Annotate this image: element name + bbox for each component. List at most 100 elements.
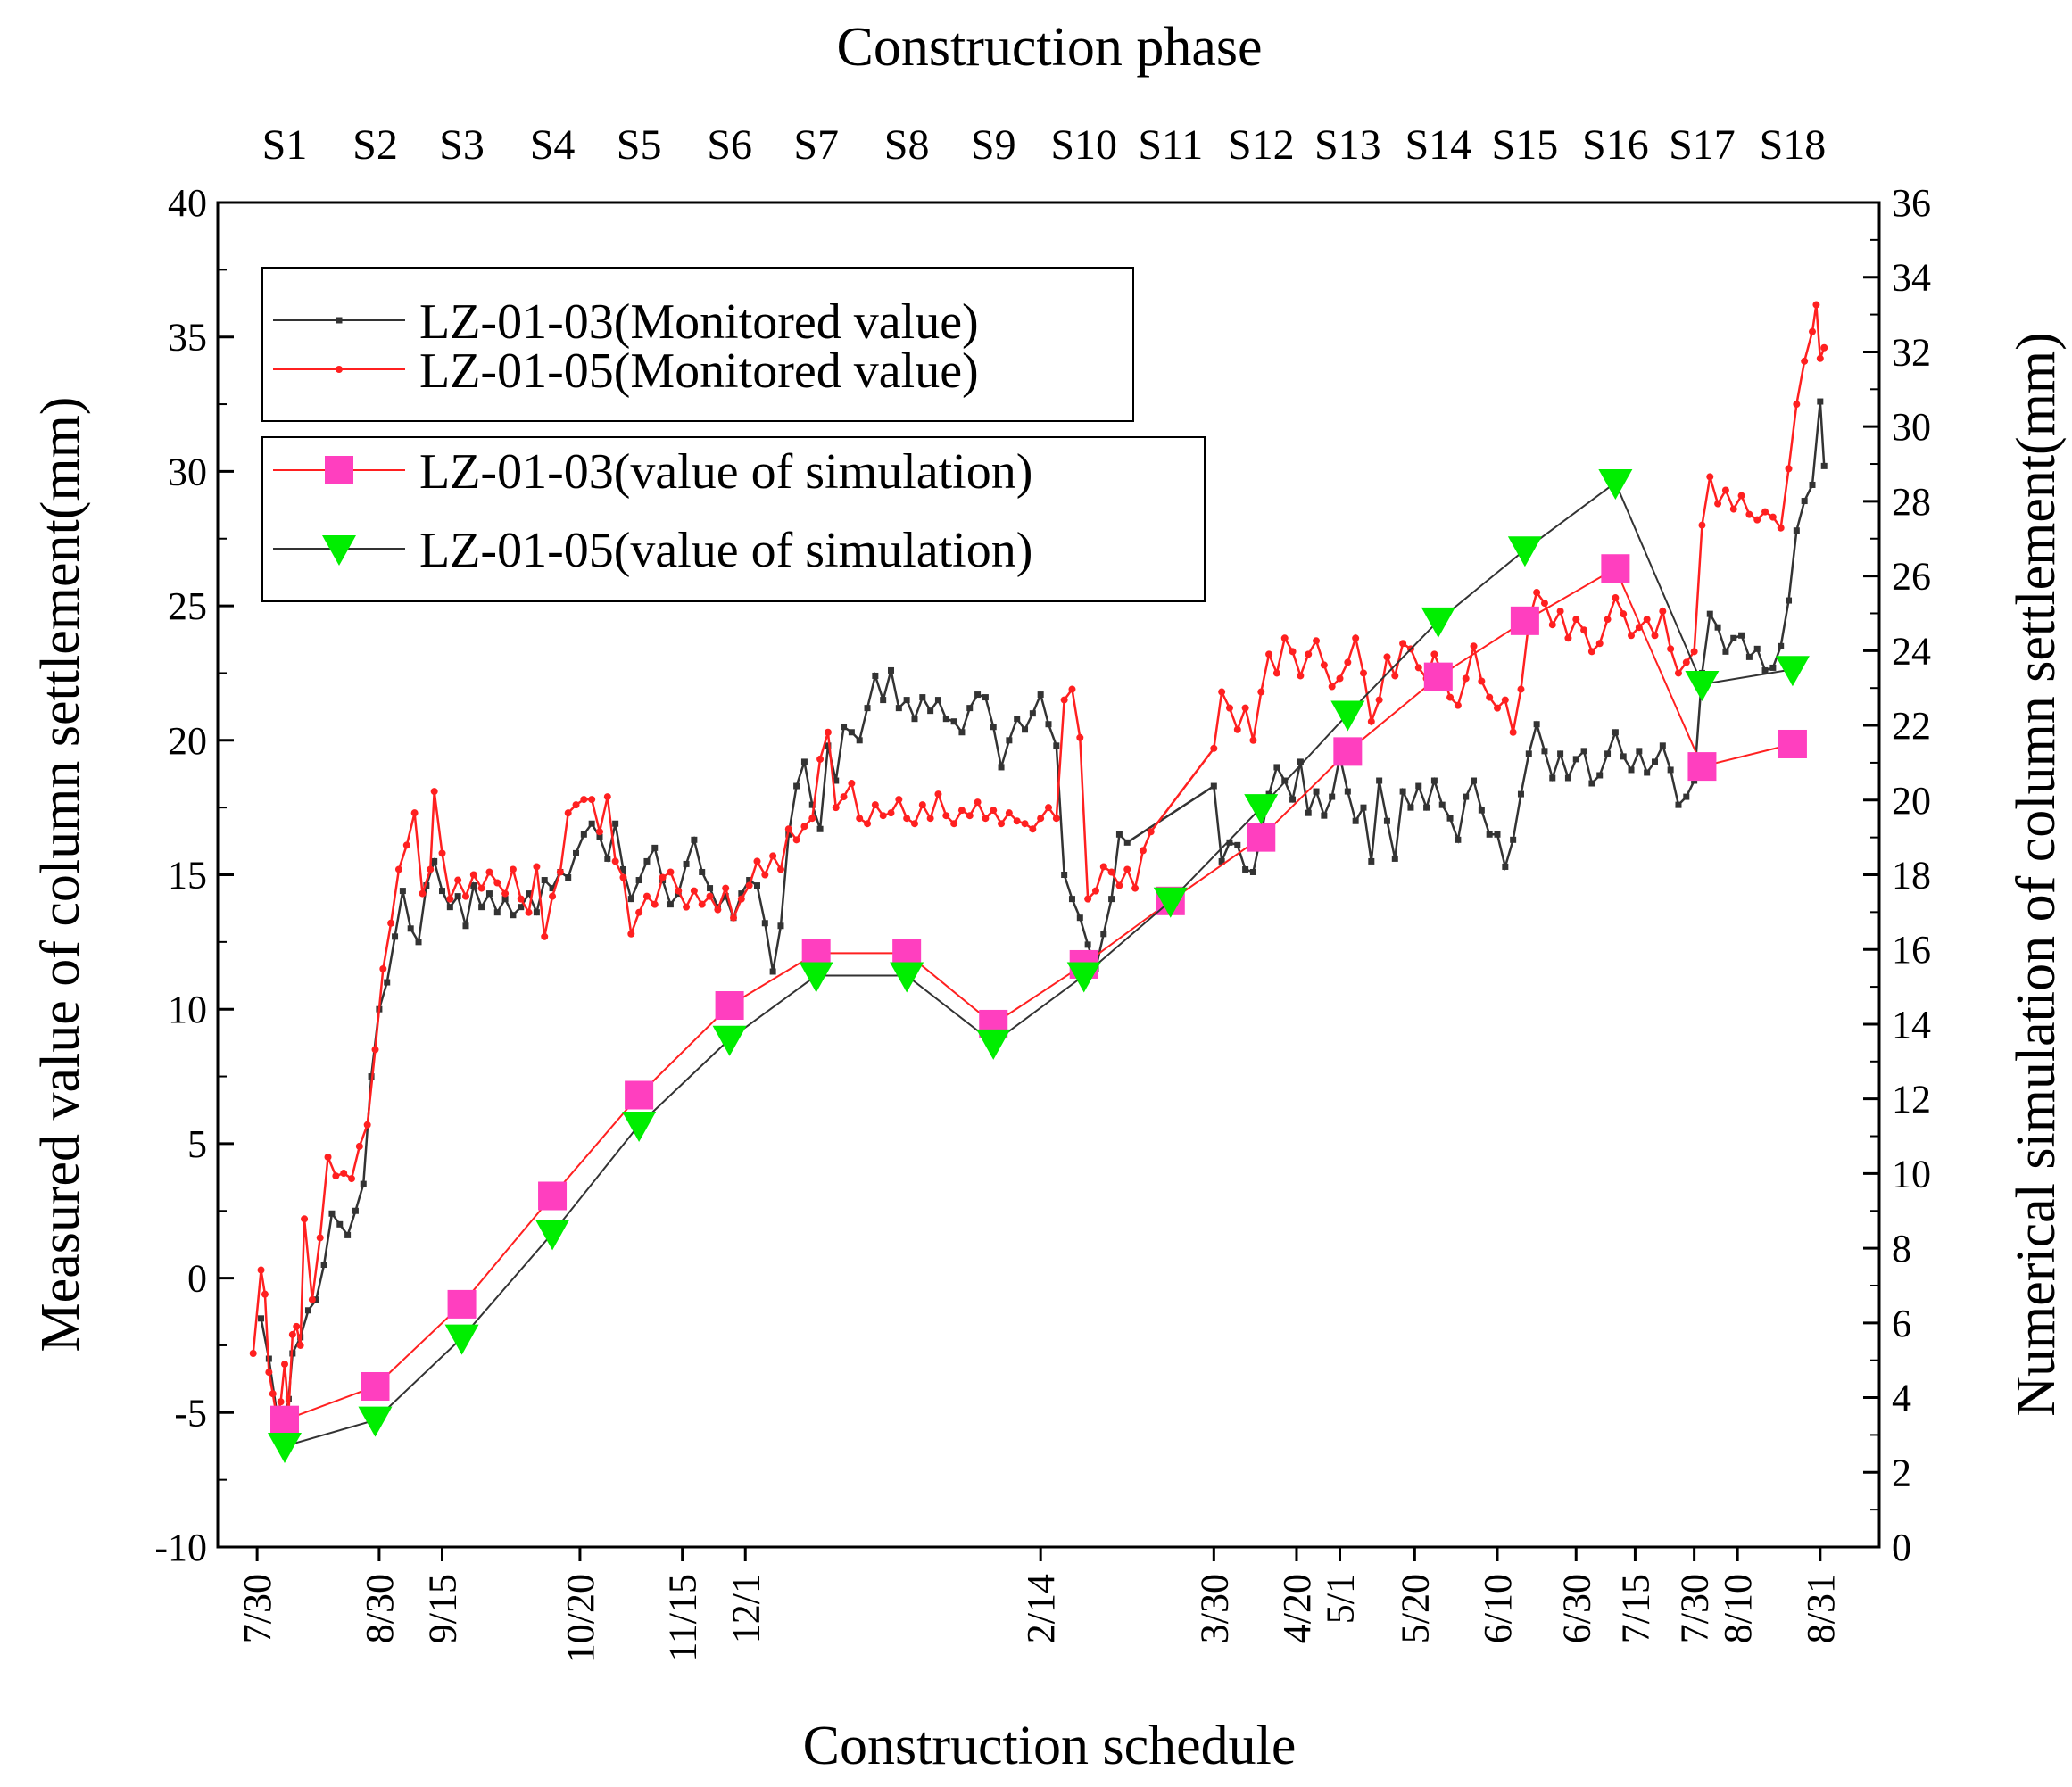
y-axis-title: Measured value of column settlement(mm) <box>30 397 91 1353</box>
phase-label: S12 <box>1228 121 1295 169</box>
data-point <box>1478 807 1485 814</box>
data-point <box>966 812 974 820</box>
data-point <box>1502 863 1509 870</box>
data-point <box>1777 524 1785 532</box>
data-point <box>1769 664 1777 671</box>
data-point <box>1014 716 1021 723</box>
left-tick-label: 0 <box>187 1257 207 1301</box>
data-point <box>706 892 714 900</box>
data-point <box>1052 815 1060 823</box>
data-point <box>312 1296 319 1303</box>
data-point <box>565 874 572 881</box>
legend: LZ-01-03(Monitored value)LZ-01-05(Monito… <box>261 267 1206 602</box>
data-point <box>1407 804 1414 811</box>
data-point <box>1455 836 1462 843</box>
data-point <box>261 1290 269 1298</box>
data-point <box>1061 872 1068 878</box>
phase-label: S17 <box>1669 121 1736 169</box>
data-point <box>1549 774 1556 782</box>
data-point <box>1745 653 1753 660</box>
data-point <box>1778 642 1785 649</box>
x-tick-label: 5/1 <box>1319 1574 1363 1624</box>
left-tick-label: 20 <box>168 719 207 763</box>
data-point <box>493 909 501 916</box>
data-point <box>890 962 924 993</box>
data-point <box>423 882 430 889</box>
data-point <box>1344 658 1352 666</box>
data-point <box>1817 398 1824 405</box>
x-tick-label: 7/30 <box>1673 1574 1717 1643</box>
data-point <box>535 1220 570 1251</box>
data-point <box>1446 693 1455 701</box>
phase-label: S8 <box>884 121 930 169</box>
data-point <box>942 812 950 820</box>
data-point <box>308 1295 316 1303</box>
data-point <box>879 812 887 820</box>
data-point <box>1580 626 1588 634</box>
data-point <box>737 895 745 903</box>
data-point <box>667 868 675 876</box>
data-point <box>596 833 603 840</box>
data-point <box>627 930 635 938</box>
data-point <box>501 889 510 898</box>
data-point <box>1501 696 1509 704</box>
series-layer <box>249 301 1828 1463</box>
data-point <box>1517 790 1524 798</box>
data-point <box>1812 301 1820 309</box>
right-tick-label: 18 <box>1892 854 1931 898</box>
data-point <box>431 857 438 865</box>
data-point <box>1548 621 1556 629</box>
y2-axis-title: Numerical simulation of column settlemen… <box>2006 332 2067 1417</box>
data-point <box>1533 721 1540 728</box>
legend-box-simulation <box>261 436 1206 602</box>
data-point <box>595 828 603 836</box>
data-point <box>1100 931 1107 938</box>
data-point <box>840 793 848 801</box>
data-point <box>438 849 446 857</box>
data-point <box>249 1349 257 1357</box>
right-tick-label: 12 <box>1892 1078 1931 1121</box>
data-point <box>332 1172 340 1180</box>
data-point <box>1564 774 1571 782</box>
data-point <box>1659 608 1667 616</box>
data-point <box>419 889 427 898</box>
data-point <box>1108 896 1115 903</box>
data-point <box>1352 634 1360 642</box>
data-point <box>1399 640 1407 648</box>
data-point <box>564 809 572 817</box>
data-point <box>699 868 706 875</box>
data-point <box>691 836 698 843</box>
data-point <box>415 939 422 946</box>
data-point <box>659 873 667 881</box>
data-point <box>485 868 493 876</box>
data-point <box>1816 354 1824 362</box>
data-point <box>903 697 910 704</box>
data-point <box>1029 710 1036 717</box>
data-point <box>966 705 974 712</box>
data-point <box>454 876 462 884</box>
data-point <box>816 755 825 763</box>
data-point <box>1587 648 1595 656</box>
data-point <box>808 801 816 808</box>
data-point <box>1084 895 1092 903</box>
data-point <box>439 888 446 895</box>
data-point <box>1651 632 1659 640</box>
data-point <box>1706 473 1714 481</box>
data-point <box>738 890 745 898</box>
data-point <box>880 697 887 704</box>
phase-label: S9 <box>971 121 1016 169</box>
data-point <box>864 705 871 712</box>
right-tick-label: 2 <box>1892 1451 1911 1494</box>
data-point <box>1644 769 1651 776</box>
left-tick-label: 15 <box>168 854 207 898</box>
data-point <box>1344 788 1351 795</box>
data-point <box>1706 610 1713 617</box>
data-point <box>538 1181 568 1211</box>
data-point <box>1241 704 1249 712</box>
data-point <box>293 1322 301 1330</box>
data-point <box>1714 500 1722 508</box>
x-tick-label: 6/10 <box>1476 1574 1520 1643</box>
data-point <box>1533 589 1541 597</box>
series-3 <box>268 468 1810 1463</box>
data-point <box>974 691 982 699</box>
